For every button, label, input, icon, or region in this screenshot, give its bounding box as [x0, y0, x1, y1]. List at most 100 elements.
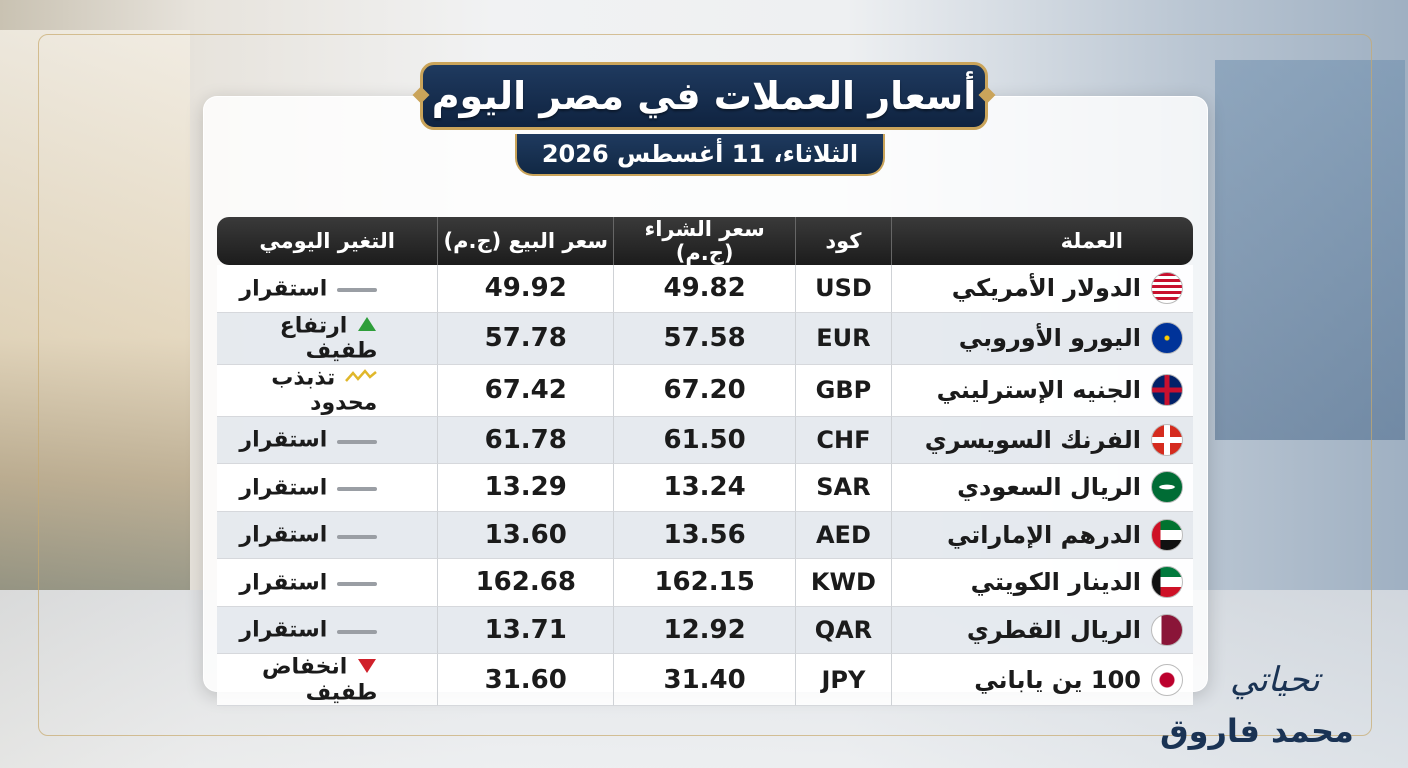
rates-table: العملة كود سعر الشراء (ج.م) سعر البيع (ج.م)… [217, 217, 1193, 706]
buy-cell: 31.40 [614, 654, 797, 706]
table-row: 100 ين ياباني JPY 31.40 31.60 انخفاض طفيف [217, 654, 1193, 706]
sell-cell: 49.92 [438, 265, 615, 313]
flag-icon [1151, 566, 1183, 599]
change-cell: استقرار [217, 559, 439, 607]
sell-cell: 13.29 [438, 464, 615, 512]
code-cell: EUR [796, 312, 892, 365]
column-header: سعر البيع (ج.م) [438, 217, 615, 265]
trend-icon [337, 475, 378, 500]
table-row: الدولار الأمريكي USD 49.82 49.92 استقرار [217, 265, 1193, 313]
currency-name: الدينار الكويتي [970, 568, 1141, 597]
currency-cell: الريال القطري [891, 606, 1193, 654]
table-row: الريال السعودي SAR 13.24 13.29 استقرار [217, 464, 1193, 512]
change-text: استقرار [239, 427, 328, 453]
currency-cell: الجنيه الإسترليني [891, 364, 1193, 417]
header-row: العملة كود سعر الشراء (ج.م) سعر البيع (ج.م)… [217, 217, 1193, 265]
sell-cell: 162.68 [438, 559, 615, 607]
code-cell: GBP [796, 364, 892, 417]
buy-cell: 61.50 [614, 416, 797, 464]
change-cell: استقرار [217, 464, 439, 512]
trend-icon [357, 655, 377, 680]
trend-icon [337, 523, 378, 548]
currency-name: الدرهم الإماراتي [946, 520, 1141, 549]
currency-name: الدولار الأمريكي [951, 274, 1141, 303]
flag-icon [1151, 322, 1183, 354]
buy-cell: 49.82 [614, 265, 797, 313]
column-header: سعر الشراء (ج.م) [614, 217, 797, 265]
change-text: تذبذب محدود [271, 365, 378, 416]
change-text: استقرار [239, 522, 328, 548]
code-cell: CHF [796, 416, 892, 464]
change-cell: ارتفاع طفيف [217, 312, 439, 365]
sell-cell: 57.78 [438, 312, 615, 365]
change-cell: استقرار [217, 265, 439, 313]
change-cell: تذبذب محدود [217, 364, 439, 417]
table-body: الدولار الأمريكي USD 49.82 49.92 استقرار اليو… [217, 265, 1193, 706]
trend-icon [345, 365, 378, 390]
change-text: استقرار [239, 475, 328, 500]
trend-icon [337, 428, 378, 453]
currency-cell: الفرنك السويسري [891, 416, 1193, 464]
currency-name: الريال القطري [966, 615, 1141, 644]
code-cell: QAR [796, 606, 892, 654]
change-cell: استقرار [217, 511, 439, 559]
change-text: ارتفاع طفيف [279, 313, 378, 364]
signature-name: محمد فاروق [1160, 712, 1354, 750]
buy-cell: 13.24 [614, 464, 797, 512]
signature-greeting: تحياتي [1230, 660, 1320, 700]
sell-cell: 67.42 [438, 364, 615, 417]
change-cell: استقرار [217, 606, 439, 654]
buy-cell: 13.56 [614, 511, 797, 559]
column-header: كود [796, 217, 892, 265]
column-header: العملة [891, 217, 1193, 265]
sell-cell: 61.78 [438, 416, 615, 464]
currency-cell: الدينار الكويتي [891, 559, 1193, 607]
trend-icon [337, 570, 378, 595]
buy-cell: 67.20 [614, 364, 797, 417]
trend-icon [357, 313, 377, 338]
change-text: انخفاض طفيف [261, 654, 378, 706]
change-text: استقرار [239, 570, 328, 595]
flag-icon [1151, 613, 1183, 646]
sell-cell: 31.60 [438, 654, 615, 706]
change-text: استقرار [239, 617, 328, 643]
currency-cell: الدولار الأمريكي [891, 265, 1193, 313]
table-row: الدينار الكويتي KWD 162.15 162.68 استقرار [217, 559, 1193, 607]
currency-cell: الدرهم الإماراتي [891, 511, 1193, 559]
buy-cell: 162.15 [614, 559, 797, 607]
change-cell: استقرار [217, 416, 439, 464]
table-row: اليورو الأوروبي EUR 57.58 57.78 ارتفاع طفيف [217, 312, 1193, 365]
currency-name: الريال السعودي [957, 473, 1141, 502]
table-row: الدرهم الإماراتي AED 13.56 13.60 استقرار [217, 511, 1193, 559]
trend-icon [337, 618, 378, 643]
code-cell: KWD [796, 559, 892, 607]
currency-cell: اليورو الأوروبي [891, 312, 1193, 365]
change-text: استقرار [239, 276, 328, 301]
currency-name: 100 ين ياباني [974, 665, 1141, 694]
flag-icon [1151, 518, 1183, 551]
currency-cell: الريال السعودي [891, 464, 1193, 512]
sell-cell: 13.71 [438, 606, 615, 654]
table-row: الريال القطري QAR 12.92 13.71 استقرار [217, 606, 1193, 654]
code-cell: JPY [796, 654, 892, 706]
flag-icon [1151, 374, 1183, 406]
background-screen [1215, 60, 1405, 440]
change-cell: انخفاض طفيف [217, 654, 439, 706]
background-window [0, 30, 190, 590]
currency-name: اليورو الأوروبي [958, 324, 1141, 352]
sell-cell: 13.60 [438, 511, 615, 559]
title: أسعار العملات في مصر اليوم [420, 62, 988, 130]
flag-icon [1151, 423, 1183, 456]
currency-cell: 100 ين ياباني [891, 654, 1193, 706]
frame [38, 34, 1372, 736]
flag-icon [1151, 272, 1183, 305]
trend-icon [337, 276, 378, 301]
code-cell: SAR [796, 464, 892, 512]
buy-cell: 57.58 [614, 312, 797, 365]
currency-name: الفرنك السويسري [924, 425, 1141, 454]
code-cell: AED [796, 511, 892, 559]
flag-icon [1151, 471, 1183, 504]
table-row: الجنيه الإسترليني GBP 67.20 67.42 تذبذب محدو… [217, 364, 1193, 417]
code-cell: USD [796, 265, 892, 313]
